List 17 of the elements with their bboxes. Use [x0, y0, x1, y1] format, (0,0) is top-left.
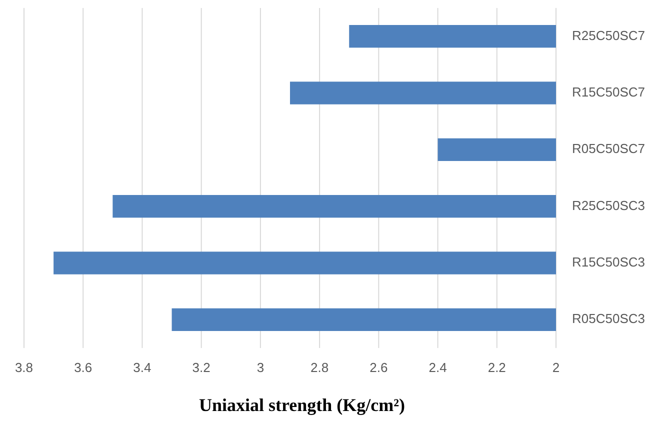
y-tick-label: R15C50SC7: [572, 84, 645, 100]
y-tick-label: R05C50SC7: [572, 141, 645, 156]
x-tick-label: 3.6: [74, 360, 92, 375]
x-tick-label: 2.8: [310, 360, 329, 375]
x-tick-label: 3.8: [14, 360, 34, 375]
x-axis-title: Uniaxial strength (Kg/cm²): [198, 395, 406, 415]
x-tick-label: 3.4: [133, 360, 152, 375]
y-tick-label: R25C50SC7: [572, 28, 645, 43]
y-tick-label: R15C50SC3: [572, 254, 645, 270]
x-tick-label: 2.4: [428, 360, 447, 375]
y-tick-label: R25C50SC3: [572, 198, 645, 213]
x-tick-label: 2.6: [370, 360, 388, 375]
x-tick-label: 2.2: [488, 360, 506, 375]
y-tick-label: R05C50SC3: [572, 311, 645, 326]
x-tick-label: 3: [256, 360, 264, 375]
x-tick-label: 3.2: [192, 360, 210, 375]
x-tick-label: 2: [552, 360, 560, 375]
